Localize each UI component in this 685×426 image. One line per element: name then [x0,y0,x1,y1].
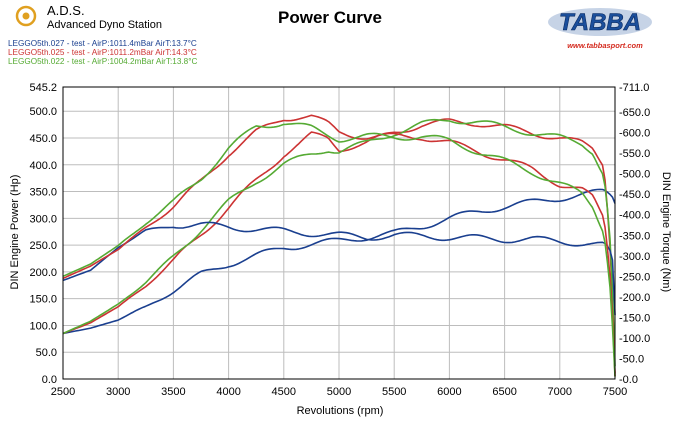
y2-tick-label: -200.0 [619,292,650,304]
plot-frame [62,86,616,380]
legend-entry: LEGGO5th.027 - test - AirP:1011.4mBar Ai… [8,39,197,48]
brand-logo: TABBA www.tabbasport.com [548,8,652,50]
x-tick-label: 6500 [492,386,516,398]
x-tick-label: 3000 [106,386,130,398]
series-lines [62,114,616,377]
x-tick-label: 3500 [161,386,185,398]
y-tick-label: 300.0 [29,213,57,225]
y2-tick-label: -500.0 [619,169,650,181]
x-tick-label: 4000 [216,386,240,398]
y2-tick-label: -300.0 [619,251,650,263]
x-tick-label: 6000 [437,386,461,398]
logo-title: A.D.S. [47,3,85,18]
y-tick-label: 100.0 [29,320,57,332]
y2-tick-label: -450.0 [619,189,650,201]
x-tick-label: 5500 [382,386,406,398]
legend: LEGGO5th.027 - test - AirP:1011.4mBar Ai… [8,39,197,66]
y-tick-label: 450.0 [29,133,57,145]
series-line [62,221,616,316]
y2-tick-label: -250.0 [619,271,650,283]
y-tick-label: 50.0 [36,347,57,359]
ads-logo-icon-core [22,12,30,20]
chart-title: Power Curve [278,8,382,27]
ads-logo: A.D.S. Advanced Dyno Station [15,3,162,31]
brand-url: www.tabbasport.com [567,41,643,50]
legend-entry: LEGGO5th.025 - test - AirP:1011.2mBar Ai… [8,48,197,57]
y2-tick-label: -50.0 [619,353,644,365]
legend-entry: LEGGO5th.022 - test - AirP:1004.2mBar Ai… [8,57,197,66]
y2-tick-label: -711.0 [619,82,649,94]
series-line [62,114,616,374]
x-tick-label: 7500 [603,386,627,398]
y-axis-label: DIN Engine Power (Hp) [9,175,21,290]
y-tick-label: 250.0 [29,240,57,252]
y-tick-label: 350.0 [29,187,57,199]
y-tick-label: 500.0 [29,106,57,118]
y-tick-label: 400.0 [29,160,57,172]
y-tick-label: 545.2 [29,82,57,94]
y2-axis-ticks: -0.0 -50.0 -100.0 -150.0 -200.0 -250.0 -300.0 -… [619,82,650,386]
series-line [62,188,616,335]
y-tick-label: 150.0 [29,294,57,306]
y2-tick-label: -0.0 [619,374,638,386]
y2-tick-label: -400.0 [619,210,650,222]
ads-logo-icon [15,5,37,27]
series-line [62,118,616,377]
series-line [62,118,616,367]
y2-tick-label: -650.0 [619,107,650,119]
series-line [62,122,616,377]
y2-tick-label: -100.0 [619,333,650,345]
brand-logo-shadow [548,8,652,36]
y-tick-label: 200.0 [29,267,57,279]
y2-tick-label: -600.0 [619,128,650,140]
y-tick-label: 0.0 [42,374,57,386]
y2-tick-label: -150.0 [619,312,650,324]
brand-name: TABBA [559,9,641,36]
x-tick-label: 5000 [327,386,351,398]
x-tick-label: 7000 [548,386,572,398]
x-tick-label: 2500 [51,386,75,398]
x-tick-label: 4500 [272,386,296,398]
logo-subtitle: Advanced Dyno Station [47,19,162,31]
y2-tick-label: -550.0 [619,148,650,160]
y-axis-ticks: 0.0 50.0 100.0 150.0 200.0 250.0 300.0 350.0 400… [29,82,57,386]
y2-tick-label: -350.0 [619,230,650,242]
x-axis-ticks: 2500 3000 3500 4000 4500 5000 5500 6000 6500 7000… [51,386,627,398]
y2-axis-label: DIN Engine Torque (Nm) [660,172,672,292]
x-axis-label: Revolutions (rpm) [297,405,384,417]
